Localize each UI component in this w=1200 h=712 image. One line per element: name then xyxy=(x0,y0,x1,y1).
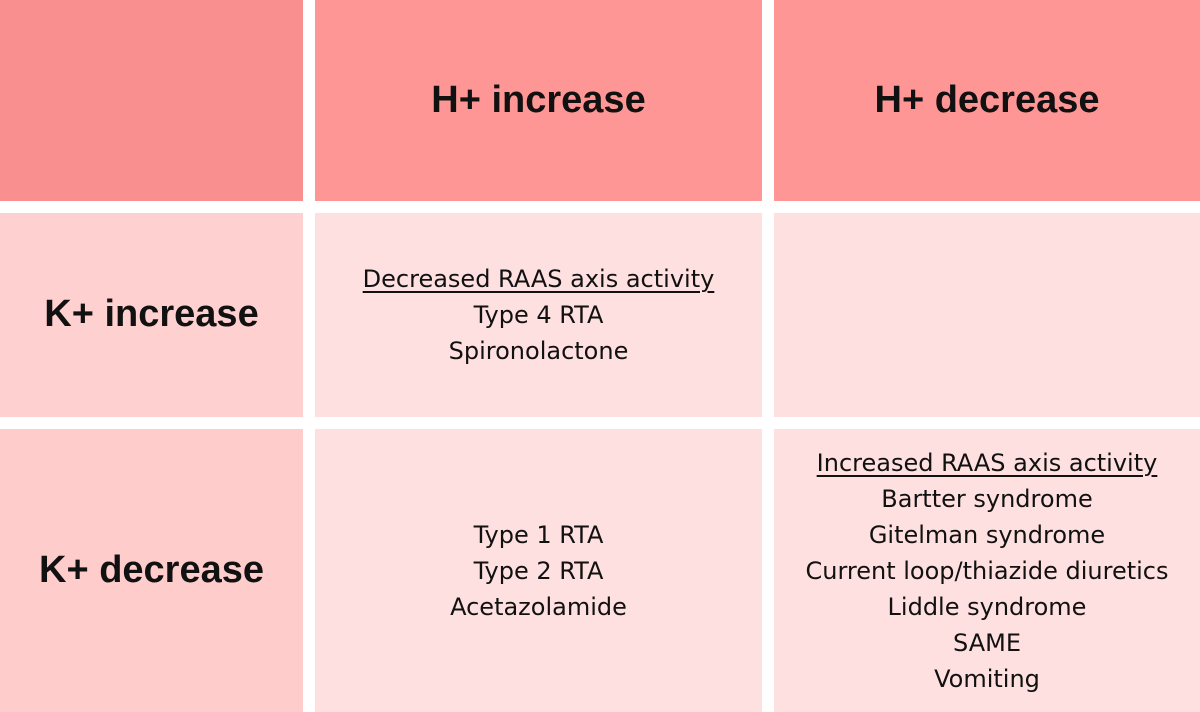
column-header-h-increase: H+ increase xyxy=(315,0,762,201)
row-header-k-increase: K+ increase xyxy=(0,213,303,417)
row-header-label: K+ increase xyxy=(44,293,259,336)
cell-item: Liddle syndrome xyxy=(887,592,1087,621)
corner-header-cell xyxy=(0,0,303,201)
cell-k-decrease-h-increase: Type 1 RTA Type 2 RTA Acetazolamide xyxy=(315,429,762,712)
cell-item: Vomiting xyxy=(934,664,1040,693)
column-header-label: H+ decrease xyxy=(874,78,1100,121)
cell-k-increase-h-increase: Decreased RAAS axis activity Type 4 RTA … xyxy=(315,213,762,417)
column-header-label: H+ increase xyxy=(431,78,646,121)
cell-item: Gitelman syndrome xyxy=(868,520,1106,549)
cell-item: Spironolactone xyxy=(448,337,629,365)
cell-item: Acetazolamide xyxy=(450,592,627,621)
cell-item: Type 2 RTA xyxy=(473,556,604,585)
cell-k-increase-h-decrease xyxy=(774,213,1200,417)
cell-category-heading: Increased RAAS axis activity xyxy=(816,448,1158,477)
row-header-k-decrease: K+ decrease xyxy=(0,429,303,712)
row-header-label: K+ decrease xyxy=(39,548,264,591)
cell-item: Type 4 RTA xyxy=(473,301,604,329)
cell-item: Current loop/thiazide diuretics xyxy=(805,556,1169,585)
cell-item: Bartter syndrome xyxy=(881,484,1093,513)
cell-k-decrease-h-decrease: Increased RAAS axis activity Bartter syn… xyxy=(774,429,1200,712)
column-header-h-decrease: H+ decrease xyxy=(774,0,1200,201)
cell-item: Type 1 RTA xyxy=(473,520,604,549)
cell-item: SAME xyxy=(953,628,1021,657)
cell-category-heading: Decreased RAAS axis activity xyxy=(362,265,715,293)
